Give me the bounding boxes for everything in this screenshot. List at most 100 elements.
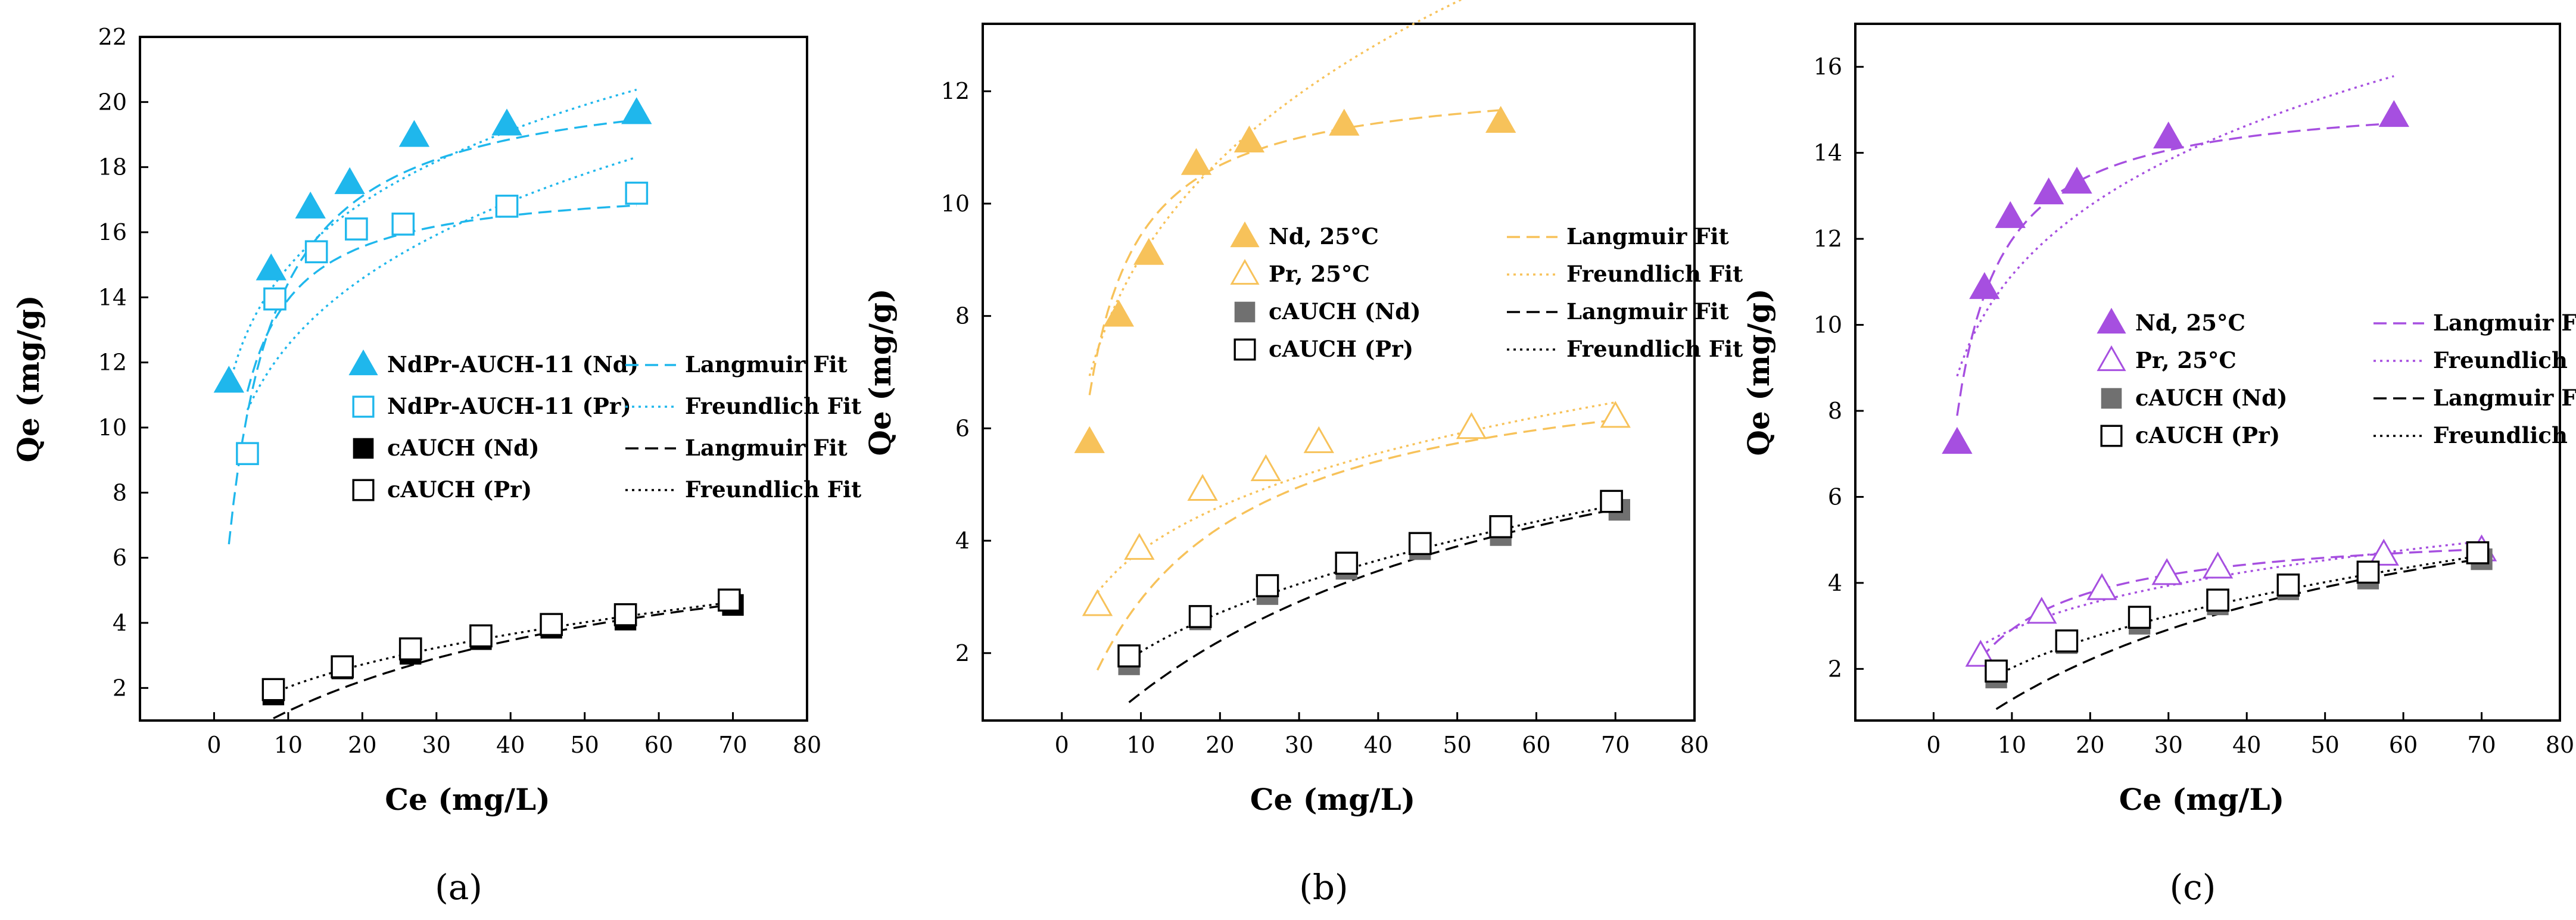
data-point [613, 603, 637, 626]
data-point [495, 194, 519, 218]
data-point [2356, 560, 2380, 584]
data-point [334, 167, 365, 194]
data-point [1408, 532, 1432, 556]
x-tick-label: 10 [1998, 732, 2026, 758]
x-tick-label: 70 [2467, 732, 2496, 758]
legend-fit-label: Freundlich Fit [1566, 261, 1743, 287]
data-point [261, 678, 285, 701]
data-point [2276, 573, 2300, 597]
data-point [469, 624, 493, 648]
y-tick-label: 4 [955, 528, 970, 554]
plot-frame [139, 36, 808, 722]
x-tick-label: 50 [1443, 732, 1471, 758]
legend-fit-label: Freundlich Fit [2433, 422, 2576, 448]
legend-label: NdPr-AUCH-11 (Nd) [387, 351, 638, 378]
chart-panel-c: 0 10 20 30 40 50 60 70 80 2 4 6 8 10 12 14 16 Ce (mg/L) Qe… [1741, 23, 2576, 907]
data-point [2206, 588, 2229, 612]
y-tick-label: 8 [1828, 398, 1842, 424]
legend-label: NdPr-AUCH-11 (Pr) [387, 393, 631, 419]
data-point [2055, 629, 2079, 653]
freundlich-fit-curve [273, 601, 733, 694]
data-point [2061, 166, 2092, 194]
data-point [2466, 541, 2490, 565]
data-point [295, 191, 326, 219]
y-tick-label: 2 [955, 640, 970, 666]
x-tick-label: 60 [1522, 732, 1550, 758]
data-point [2368, 538, 2399, 566]
data-point [213, 366, 245, 393]
x-tick-label: 40 [496, 732, 525, 758]
x-axis-label: Ce (mg/L) [2119, 782, 2285, 817]
x-tick-label: 80 [2546, 732, 2574, 758]
langmuir-fit-curve [1088, 109, 1501, 395]
legend-fit-label: Freundlich Fit [2433, 347, 2576, 373]
langmuir-fit-curve [1956, 122, 2394, 416]
legend-marker [348, 349, 378, 376]
legend: NdPr-AUCH-11 (Nd) Langmuir Fit NdPr-AUCH-1… [348, 349, 861, 503]
data-point [625, 182, 649, 205]
legend-label: Nd, 25°C [2135, 310, 2245, 336]
freundlich-fit-curve [1128, 504, 1616, 660]
data-point [1489, 515, 1513, 538]
data-point [717, 588, 741, 612]
data-point [2202, 551, 2234, 579]
freundlich-fit-curve [246, 156, 637, 411]
legend-fit-label: Langmuir Fit [685, 351, 848, 378]
legend-marker [353, 438, 374, 459]
data-point [1335, 551, 1359, 575]
legend-fit-label: Langmuir Fit [1566, 298, 1729, 325]
data-point [1074, 426, 1105, 453]
langmuir-fit-curve [246, 204, 637, 392]
data-point [1942, 426, 1973, 454]
data-point [1234, 125, 1265, 153]
data-point [1133, 238, 1164, 265]
data-point [398, 120, 430, 147]
data-point [1250, 454, 1282, 482]
subfigure-label: (a) [435, 867, 482, 907]
data-point [391, 212, 415, 236]
x-tick-label: 50 [570, 732, 599, 758]
langmuir-fit-curve [1980, 548, 2482, 660]
x-tick-label: 0 [1055, 732, 1069, 758]
freundlich-fit-curve [228, 88, 637, 389]
legend-label: cAUCH (Pr) [2135, 422, 2280, 448]
data-point [540, 613, 563, 637]
x-tick-label: 20 [2076, 732, 2104, 758]
legend-marker [1234, 338, 1256, 361]
x-tick-label: 80 [1680, 732, 1709, 758]
y-tick-label: 18 [98, 154, 127, 180]
subfigure-label: (b) [1299, 867, 1348, 907]
x-tick-label: 70 [1601, 732, 1630, 758]
legend-label: Pr, 25°C [2135, 347, 2237, 373]
legend-label: cAUCH (Nd) [387, 435, 540, 461]
langmuir-fit-curve [273, 603, 733, 719]
data-point [1082, 589, 1113, 616]
data-point [1256, 574, 1279, 597]
y-tick-label: 10 [941, 191, 970, 217]
data-point [2128, 606, 2151, 629]
y-tick-label: 2 [113, 675, 127, 701]
x-tick-label: 40 [2232, 732, 2261, 758]
x-tick-label: 50 [2310, 732, 2339, 758]
data-point [2026, 597, 2057, 624]
plot-frame [1854, 23, 2561, 722]
y-tick-label: 6 [955, 415, 970, 441]
data-point [304, 240, 328, 264]
y-axis-label: Qe (mg/g) [862, 288, 898, 456]
legend-marker [1230, 258, 1260, 285]
data-point [1485, 105, 1516, 133]
y-tick-label: 14 [1814, 140, 1842, 166]
data-point [1969, 272, 2000, 300]
langmuir-fit-curve [1128, 508, 1616, 703]
legend-marker [2100, 425, 2123, 447]
data-point [1124, 532, 1155, 560]
legend-fit-label: Langmuir Fit [685, 435, 848, 461]
y-tick-label: 4 [1828, 570, 1842, 596]
data-point [1456, 412, 1487, 439]
x-tick-label: 60 [2389, 732, 2418, 758]
legend-fit-label: Freundlich Fit [685, 393, 861, 419]
y-tick-label: 6 [113, 545, 127, 571]
x-tick-label: 80 [793, 732, 821, 758]
x-tick-label: 20 [348, 732, 376, 758]
legend: Nd, 25°C Langmuir Fit Pr, 25°C Freundlich F… [2097, 307, 2576, 448]
